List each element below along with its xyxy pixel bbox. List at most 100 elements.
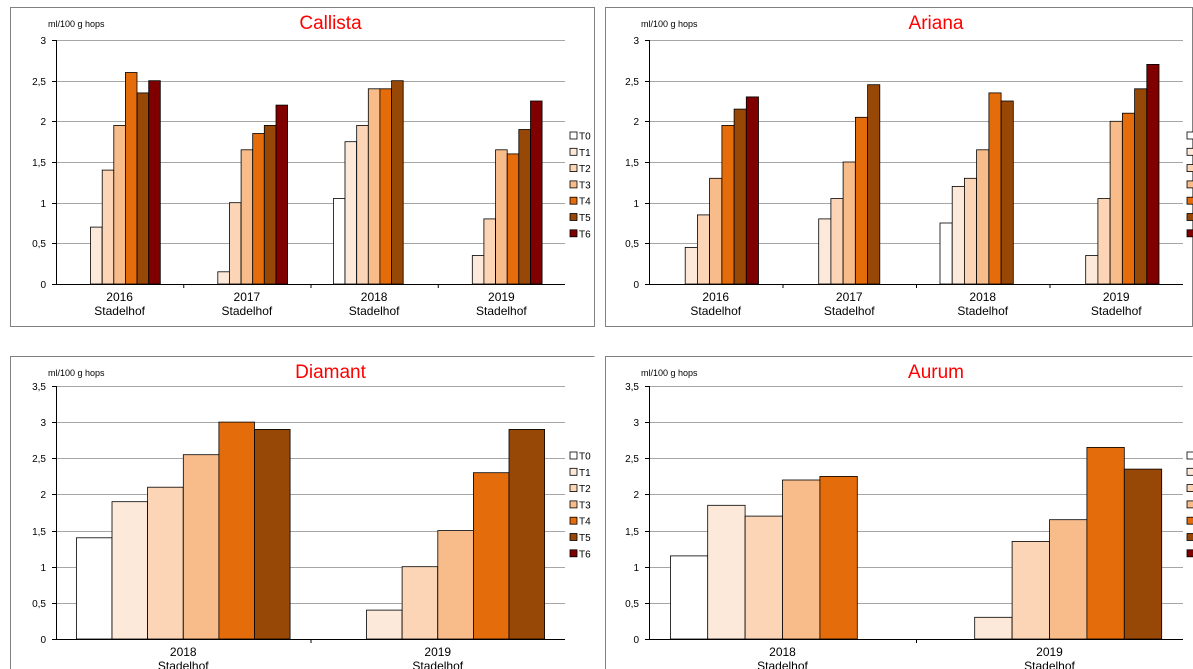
y-tick-label: 1,5 (625, 158, 639, 169)
y-tick-label: 1,5 (625, 527, 639, 538)
legend-swatch (1186, 131, 1193, 140)
legend-swatch (569, 549, 578, 558)
bar-t3-2019 (1109, 120, 1123, 285)
y-axis-label: ml/100 g hops (48, 368, 105, 378)
chart-title-aurum: Aurum (908, 362, 964, 383)
x-tick-label-year: 2019 (424, 645, 451, 659)
bar-t2-2016 (697, 214, 711, 285)
legend-swatch (1186, 549, 1193, 558)
x-tick-label-site: Stadelhof (412, 659, 463, 669)
bar-t4-2019 (472, 472, 510, 640)
legend-swatch (569, 500, 578, 509)
chart-panel-ariana: 00,511,522,532016Stadelhof2017Stadelhof2… (605, 7, 1193, 327)
bar-t5-2019 (1134, 88, 1148, 285)
legend-swatch (569, 533, 578, 541)
legend-swatch (569, 164, 578, 173)
y-tick-label: 2 (40, 490, 46, 501)
bar-t5-2016 (136, 92, 150, 285)
legend-swatch (1186, 484, 1193, 493)
legend-swatch (1186, 451, 1193, 460)
bar-t1-2017 (217, 271, 230, 285)
legend-swatch (569, 484, 578, 493)
legend-swatch (569, 196, 578, 205)
bar-t6-2017 (275, 104, 289, 285)
legend-label: T3 (579, 180, 591, 191)
bar-t2-2016 (101, 169, 115, 285)
bar-t4-2018 (218, 421, 255, 640)
bar-t4-2019 (506, 153, 520, 285)
y-tick-label: 1 (40, 199, 46, 210)
y-axis-label: ml/100 g hops (48, 19, 105, 29)
bar-t3-2019 (1049, 519, 1088, 640)
legend-label: T6 (579, 549, 591, 560)
x-tick-label-year: 2019 (1103, 290, 1130, 304)
bar-t5-2018 (1000, 100, 1014, 285)
bar-t3-2017 (842, 161, 856, 285)
legend-label: T5 (579, 213, 591, 224)
bar-t3-2017 (240, 149, 254, 285)
y-tick-label: 0,5 (32, 599, 46, 610)
x-tick-label-year: 2018 (969, 290, 996, 304)
x-tick-label-year: 2017 (234, 290, 261, 304)
bar-t0-2018 (332, 198, 346, 285)
bar-t5-2018 (254, 429, 291, 640)
bar-t4-2018 (988, 92, 1002, 285)
bar-t5-2018 (391, 80, 404, 285)
bar-t3-2018 (976, 149, 990, 285)
x-tick-label-site: Stadelhof (757, 659, 808, 669)
y-tick-label: 3 (40, 36, 46, 47)
y-tick-label: 3 (633, 36, 639, 47)
legend-swatch (1186, 180, 1193, 189)
x-tick-label-site: Stadelhof (690, 304, 741, 318)
x-tick-label-year: 2019 (1036, 645, 1063, 659)
bar-t3-2018 (782, 479, 821, 640)
bar-t1-2018 (707, 504, 746, 640)
bar-t2-2018 (147, 486, 184, 640)
bar-t3-2019 (437, 530, 474, 640)
legend-label: T2 (579, 164, 591, 175)
x-tick-label-site: Stadelhof (222, 304, 273, 318)
y-tick-label: 3,5 (625, 382, 639, 393)
chart-panel-diamant: 00,511,522,533,52018Stadelhof2019Stadelh… (10, 356, 595, 669)
chart-title-callista: Callista (299, 13, 362, 34)
bar-t1-2018 (951, 185, 965, 285)
y-axis-label: ml/100 g hops (641, 368, 698, 378)
y-tick-label: 1 (633, 199, 639, 210)
x-tick-label-year: 2016 (702, 290, 729, 304)
legend-swatch (569, 147, 578, 156)
legend-swatch (569, 516, 578, 525)
y-tick-label: 0 (633, 280, 639, 291)
chart-frame (10, 7, 595, 327)
x-tick-label-year: 2016 (106, 290, 133, 304)
y-tick-label: 1,5 (32, 527, 46, 538)
legend-label: T6 (579, 229, 591, 240)
legend-swatch (1186, 164, 1193, 173)
y-tick-label: 0,5 (625, 239, 639, 250)
bar-t0-2018 (76, 537, 113, 640)
x-tick-label-site: Stadelhof (1091, 304, 1142, 318)
legend-swatch (569, 451, 578, 460)
bar-t2-2019 (1011, 540, 1050, 640)
legend-swatch (1186, 213, 1193, 221)
x-tick-label-site: Stadelhof (824, 304, 875, 318)
x-tick-label-year: 2018 (361, 290, 388, 304)
y-tick-label: 2,5 (32, 77, 46, 88)
bar-t1-2019 (974, 616, 1013, 640)
y-axis-label: ml/100 g hops (641, 19, 698, 29)
y-tick-label: 1 (40, 563, 46, 574)
bar-t1-2016 (684, 246, 698, 285)
chart-title-diamant: Diamant (295, 362, 366, 383)
bar-t4-2016 (721, 125, 735, 285)
legend-label: T1 (579, 148, 591, 159)
x-tick-label-year: 2019 (488, 290, 515, 304)
y-tick-label: 0 (40, 280, 46, 291)
bar-t2-2019 (401, 566, 439, 640)
bar-t4-2017 (854, 116, 868, 285)
chart-frame (10, 356, 595, 669)
bar-t2-2017 (228, 202, 242, 285)
legend-label: T4 (579, 517, 591, 528)
bar-t6-2016 (148, 80, 161, 285)
legend-swatch (569, 467, 578, 476)
bar-t3-2018 (367, 88, 381, 285)
bar-t2-2019 (483, 218, 496, 285)
